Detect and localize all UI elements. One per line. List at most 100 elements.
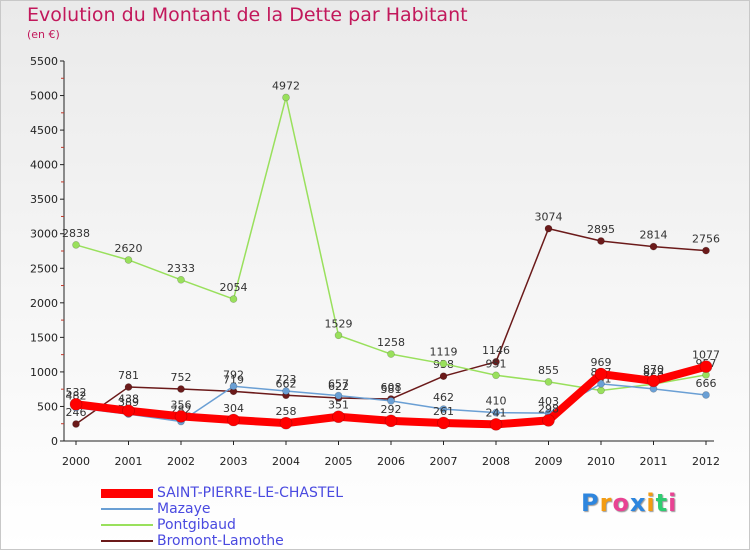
data-point — [544, 224, 553, 233]
data-label: 870 — [643, 363, 664, 376]
y-tick-label: 1500 — [30, 331, 58, 344]
data-point — [334, 391, 343, 400]
legend-label: Pontgibaud — [157, 517, 236, 533]
chart-unit: (en €) — [27, 28, 60, 41]
legend-swatch — [101, 488, 153, 498]
data-point — [702, 391, 710, 399]
data-label: 1119 — [430, 346, 458, 359]
x-tick-label: 2008 — [482, 455, 510, 468]
data-point — [332, 410, 345, 424]
data-point — [334, 331, 343, 340]
data-label: 719 — [223, 373, 244, 386]
legend-swatch — [101, 508, 153, 510]
data-point — [282, 387, 290, 395]
data-point — [122, 404, 135, 418]
legend: SAINT-PIERRE-LE-CHASTEL Mazaye Pontgibaud B… — [101, 485, 343, 549]
data-label: 246 — [66, 406, 87, 419]
data-label: 1146 — [482, 344, 510, 357]
data-label: 403 — [538, 395, 559, 408]
data-label: 462 — [433, 391, 454, 404]
data-label: 2838 — [62, 227, 90, 240]
data-label: 4972 — [272, 79, 300, 92]
data-label: 3074 — [535, 211, 563, 224]
proxiti-logo: Proxiti — [581, 489, 677, 517]
data-point — [72, 420, 80, 428]
data-point — [594, 367, 608, 381]
x-tick-label: 2010 — [587, 455, 615, 468]
data-point — [439, 372, 448, 380]
data-point — [492, 371, 500, 380]
data-label: 608 — [381, 381, 402, 394]
data-label: 1529 — [325, 317, 353, 330]
y-tick-label: 4000 — [30, 159, 58, 172]
logo-letter: i — [668, 489, 678, 517]
data-point — [492, 408, 500, 417]
legend-item: Mazaye — [101, 501, 343, 517]
data-point — [649, 242, 658, 251]
y-tick-label: 500 — [37, 400, 58, 413]
data-label: 855 — [538, 364, 559, 377]
data-label: 292 — [381, 403, 402, 416]
data-point — [597, 386, 605, 395]
data-label: 723 — [276, 373, 297, 386]
x-tick-label: 2002 — [167, 455, 195, 468]
data-point — [279, 416, 293, 430]
y-tick-label: 3000 — [30, 228, 58, 241]
data-label: 2756 — [692, 233, 720, 246]
data-label: 2620 — [115, 242, 143, 255]
data-point — [597, 380, 605, 388]
data-point — [177, 385, 185, 393]
data-label: 532 — [66, 386, 87, 399]
data-label: 410 — [486, 395, 507, 408]
x-tick-label: 2006 — [377, 455, 405, 468]
data-point — [227, 413, 240, 427]
data-label: 969 — [591, 356, 612, 369]
data-label: 662 — [276, 377, 297, 390]
data-label: 1258 — [377, 336, 405, 349]
legend-item: SAINT-PIERRE-LE-CHASTEL — [101, 485, 343, 501]
data-label: 2333 — [167, 262, 195, 275]
chart-title: Evolution du Montant de la Dette par Hab… — [27, 4, 468, 26]
x-tick-label: 2000 — [62, 455, 90, 468]
legend-label: Bromont-Lamothe — [157, 533, 284, 549]
data-label: 304 — [223, 402, 244, 415]
data-point — [229, 382, 238, 391]
x-tick-label: 2007 — [430, 455, 458, 468]
data-label: 298 — [538, 402, 559, 415]
logo-letter: t — [655, 489, 669, 517]
data-point — [699, 360, 713, 373]
x-tick-label: 2009 — [535, 455, 563, 468]
logo-letter: i — [646, 489, 656, 517]
data-label: 622 — [328, 380, 349, 393]
legend-swatch — [101, 540, 153, 542]
data-point — [384, 414, 398, 428]
data-point — [124, 256, 133, 264]
data-point — [387, 397, 395, 405]
y-tick-label: 3500 — [30, 193, 58, 206]
data-label: 657 — [328, 378, 349, 391]
x-tick-label: 2001 — [115, 455, 143, 468]
y-tick-label: 4500 — [30, 124, 58, 137]
y-tick-label: 2500 — [30, 262, 58, 275]
data-point — [544, 378, 553, 386]
data-label: 241 — [486, 406, 507, 419]
data-label: 792 — [223, 368, 244, 381]
legend-item: Bromont-Lamothe — [101, 533, 343, 549]
data-point — [647, 374, 660, 388]
data-label: 666 — [696, 377, 717, 390]
data-point — [177, 276, 185, 284]
y-tick-label: 5000 — [30, 90, 58, 103]
data-point — [124, 383, 133, 391]
data-point — [174, 410, 188, 423]
data-point — [282, 93, 290, 102]
data-point — [439, 405, 448, 413]
legend-swatch — [101, 524, 153, 526]
data-point — [229, 295, 238, 303]
x-tick-label: 2005 — [325, 455, 353, 468]
data-point — [597, 237, 605, 245]
data-label: 482 — [66, 390, 87, 403]
data-label: 781 — [118, 369, 139, 382]
data-label: 258 — [276, 405, 297, 418]
y-tick-label: 0 — [51, 435, 58, 448]
